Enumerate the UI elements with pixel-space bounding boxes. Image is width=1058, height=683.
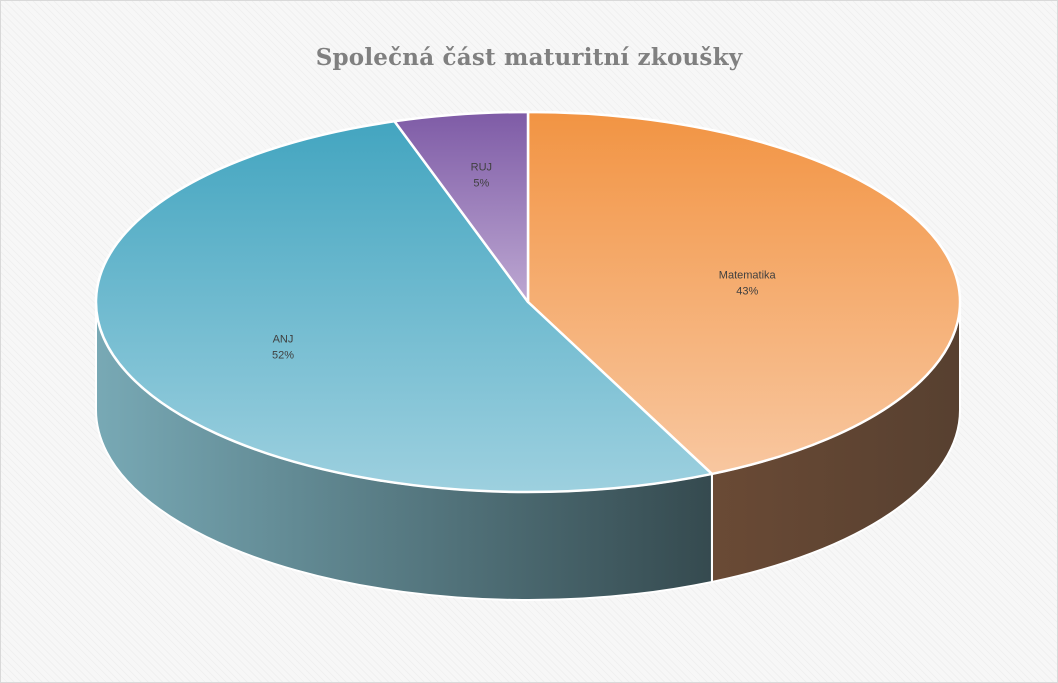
slice-label-ruj: RUJ [471, 162, 492, 174]
slice-value-ruj: 5% [473, 178, 489, 190]
slice-matematika [526, 110, 962, 476]
slice-label-matematika: Matematika [719, 269, 777, 281]
slice-label-anj: ANJ [273, 334, 294, 346]
slice-ruj [393, 110, 530, 304]
pie-labels: Matematika 43% ANJ 52% RUJ 5% [272, 162, 777, 362]
slice-value-matematika: 43% [736, 285, 758, 297]
slice-value-anj: 52% [272, 350, 294, 362]
pie-slices [94, 110, 962, 494]
chart-title: Společná část maturitní zkoušky [315, 44, 743, 71]
slice-anj [94, 120, 714, 494]
